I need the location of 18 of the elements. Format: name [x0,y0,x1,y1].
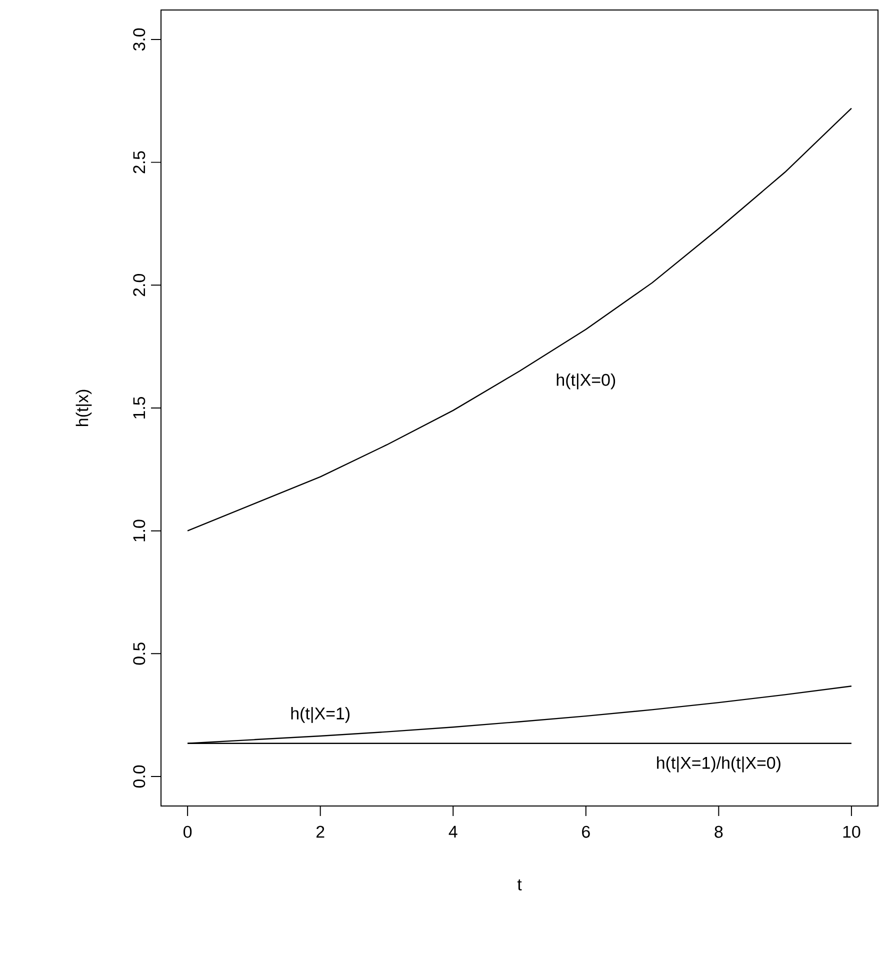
series-label: h(t|X=1)/h(t|X=0) [657,756,780,772]
series-label: h(t|X=0) [556,373,616,390]
x-tick-label: 8 [714,826,723,838]
y-axis-title: h(t|x) [76,390,92,426]
x-tick-label: 10 [843,826,860,838]
y-tick-label: 1.5 [133,396,146,418]
y-tick-label: 2.0 [133,274,146,296]
y-tick-label: 2.5 [133,151,146,174]
x-tick-label: 6 [582,826,590,838]
y-tick-label: 1.0 [133,520,146,542]
x-tick-label: 0 [184,826,192,838]
x-axis-title: t [517,879,522,890]
x-tick-label: 4 [448,826,458,838]
series-label: h(t|X=1) [291,707,350,723]
y-tick-label: 0.5 [133,642,146,665]
y-tick-label: 3.0 [133,28,146,51]
y-tick-label: 0.0 [133,765,146,788]
x-tick-label: 2 [316,826,324,838]
